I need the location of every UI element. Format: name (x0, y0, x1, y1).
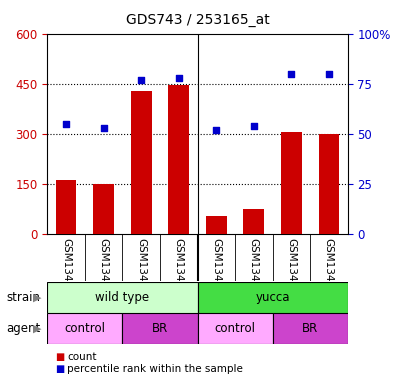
Bar (122, 313, 198, 344)
Bar (318, 134, 339, 234)
Point (100, 125, 107, 131)
Bar (206, 216, 227, 234)
Text: GSM13424: GSM13424 (174, 238, 184, 295)
Bar (198, 313, 273, 344)
Point (175, 75, 182, 81)
Text: yucca: yucca (255, 291, 290, 304)
Bar (198, 282, 348, 313)
Text: ■: ■ (55, 364, 64, 374)
Text: agent: agent (6, 322, 40, 335)
Point (213, 127, 220, 133)
Text: GSM13429: GSM13429 (324, 238, 334, 295)
Bar (243, 209, 264, 234)
Text: GSM13428: GSM13428 (286, 238, 296, 295)
Text: ▶: ▶ (33, 324, 42, 333)
Text: control: control (64, 322, 105, 335)
Text: GSM13423: GSM13423 (136, 238, 146, 295)
Text: wild type: wild type (95, 291, 150, 304)
Bar (93, 184, 114, 234)
Text: GSM13420: GSM13420 (61, 238, 71, 295)
Text: percentile rank within the sample: percentile rank within the sample (67, 364, 243, 374)
Point (288, 71, 295, 77)
Bar (56, 180, 77, 234)
Point (138, 77, 145, 83)
Text: GSM13427: GSM13427 (249, 238, 259, 295)
Text: GSM13421: GSM13421 (99, 238, 109, 295)
Text: ■: ■ (55, 352, 64, 362)
Text: ▶: ▶ (33, 293, 42, 303)
Text: BR: BR (152, 322, 168, 335)
Point (63, 121, 70, 127)
Text: count: count (67, 352, 97, 362)
Point (326, 71, 332, 77)
Text: BR: BR (302, 322, 318, 335)
Bar (131, 91, 152, 234)
Bar (47, 282, 198, 313)
Text: control: control (214, 322, 256, 335)
Text: strain: strain (6, 291, 40, 304)
Point (251, 123, 257, 129)
Text: GSM13426: GSM13426 (211, 238, 221, 295)
Bar (168, 85, 189, 234)
Bar (273, 313, 348, 344)
Bar (281, 132, 302, 234)
Bar (47, 313, 122, 344)
Text: GDS743 / 253165_at: GDS743 / 253165_at (126, 13, 269, 27)
